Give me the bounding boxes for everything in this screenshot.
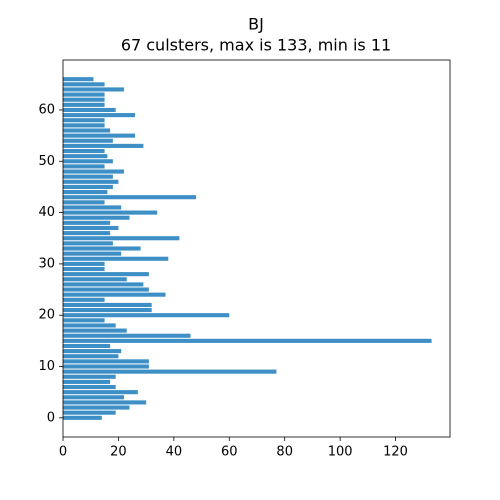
- plot-frame: [62, 59, 451, 438]
- bar: [63, 374, 116, 379]
- bar: [63, 266, 105, 272]
- bar: [63, 318, 105, 323]
- bar: [63, 328, 127, 333]
- bar: [63, 118, 105, 123]
- bar: [63, 200, 105, 205]
- bar: [63, 236, 180, 241]
- bar: [63, 87, 124, 92]
- bar: [63, 220, 111, 225]
- bar: [63, 282, 144, 287]
- bar: [63, 302, 152, 307]
- bar: [63, 349, 122, 354]
- bar: [63, 174, 113, 179]
- bar: [63, 343, 111, 349]
- bar: [63, 308, 152, 313]
- bar: [63, 195, 197, 200]
- y-tick-label: 10: [38, 359, 55, 374]
- y-tick-label: 50: [38, 154, 55, 169]
- bar: [63, 297, 105, 302]
- x-tick-label: 80: [276, 445, 293, 460]
- bar: [63, 215, 130, 220]
- bar: [63, 128, 111, 133]
- bar: [63, 133, 136, 138]
- bar: [63, 384, 116, 390]
- bar: [63, 251, 122, 256]
- bar: [63, 261, 105, 266]
- chart-title: BJ: [248, 15, 264, 34]
- x-tick-label: 60: [221, 445, 238, 460]
- bar: [63, 287, 149, 292]
- bar: [63, 169, 124, 174]
- bar: [63, 323, 116, 328]
- bar: [63, 97, 105, 102]
- bar: [63, 107, 116, 113]
- bar: [63, 246, 141, 251]
- bar: [63, 184, 113, 189]
- x-tick-label: 20: [110, 445, 127, 460]
- bar: [63, 313, 230, 318]
- bar: [63, 231, 111, 236]
- bar: [63, 138, 113, 143]
- bar: [63, 210, 158, 215]
- x-tick-label: 120: [383, 445, 408, 460]
- y-tick-label: 30: [38, 256, 55, 271]
- bar: [63, 395, 124, 400]
- bar: [63, 225, 119, 231]
- bar: [63, 77, 94, 82]
- bar: [63, 159, 113, 164]
- y-tick-label: 60: [38, 102, 55, 117]
- bar: [63, 400, 147, 405]
- bar: [63, 379, 111, 384]
- bar: [63, 272, 149, 277]
- y-tick-label: 40: [38, 205, 55, 220]
- bar: [63, 364, 149, 369]
- bar: [63, 164, 105, 169]
- x-tick-label: 100: [328, 445, 353, 460]
- y-tick-label: 20: [38, 308, 55, 323]
- bar: [63, 123, 105, 128]
- bar: [63, 143, 144, 148]
- bar: [63, 405, 130, 410]
- bar: [63, 292, 166, 297]
- bar: [63, 333, 191, 338]
- bar: [63, 390, 138, 395]
- bar: [63, 354, 119, 359]
- x-tick-label: 40: [166, 445, 183, 460]
- bar: [63, 410, 116, 415]
- chart-subtitle: 67 culsters, max is 133, min is 11: [121, 36, 391, 55]
- bar: [63, 179, 119, 184]
- bar: [63, 82, 105, 87]
- bar: [63, 338, 432, 343]
- bar: [63, 148, 105, 154]
- bar: [63, 415, 102, 420]
- bar: [63, 256, 169, 261]
- bar: [63, 190, 108, 195]
- bar: [63, 369, 277, 374]
- x-tick-label: 0: [59, 445, 67, 460]
- bar: [63, 359, 149, 364]
- bar: [63, 277, 127, 282]
- bar: [63, 205, 122, 210]
- bar: [63, 113, 136, 118]
- bar: [63, 154, 108, 159]
- bar: [63, 241, 113, 246]
- bar: [63, 102, 105, 107]
- y-tick-label: 0: [47, 410, 55, 425]
- bar: [63, 92, 105, 97]
